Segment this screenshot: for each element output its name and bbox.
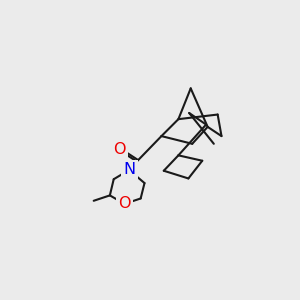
Text: O: O [118,196,131,211]
Text: O: O [113,142,125,158]
Text: N: N [123,163,135,178]
